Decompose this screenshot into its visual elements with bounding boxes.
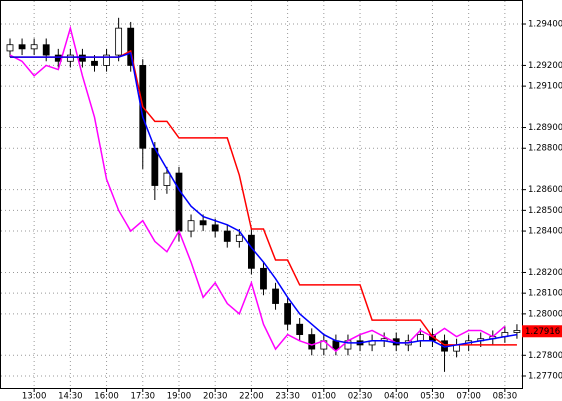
y-tick-label: 1.28500 [528,206,562,216]
candle-body [247,234,255,269]
y-tick-label: 1.28100 [528,289,562,299]
x-tick-label: 19:00 [167,392,192,401]
x-tick-label: 08:30 [493,392,518,401]
y-tick-label: 1.28200 [528,268,562,278]
candle-body [260,267,267,290]
candle-body [127,27,135,66]
candle-body [163,172,171,186]
candle-body [235,234,243,242]
y-tick-label: 1.28400 [528,227,562,237]
candle-body [272,288,279,304]
last-price-label: 1.27916 [525,327,560,337]
x-tick-label: 20:30 [203,392,228,401]
candle-body [296,323,304,335]
plot-frame [0,0,523,389]
y-tick-label: 1.28600 [528,185,562,195]
candle-body [211,224,219,232]
y-tick-label: 1.27800 [528,351,562,361]
indicator-line [10,52,518,348]
candle-body [223,230,231,242]
y-tick-label: 1.28800 [528,144,562,154]
candle-body [187,220,195,232]
x-tick-label: 22:00 [239,392,264,401]
candle-body [42,44,50,56]
candle-body [308,334,316,350]
x-tick-label: 13:00 [22,392,47,401]
x-tick-label: 14:30 [58,392,83,401]
candle-body [175,172,183,232]
y-tick-label: 1.28000 [528,309,562,319]
candle-body [79,54,86,62]
candle-body [66,54,74,62]
candle-body [199,220,207,226]
candle-body [30,44,38,50]
candle-body [115,27,123,56]
indicator-line [9,25,506,353]
x-tick-label: 05:30 [420,392,445,401]
x-tick-label: 01:00 [312,392,337,401]
y-tick-label: 1.27700 [528,371,562,381]
candle-body [18,44,26,50]
candle-body [284,303,292,325]
x-tick-label: 07:00 [456,392,481,401]
candle-body [513,330,521,333]
x-tick-label: 23:30 [275,392,300,401]
x-tick-label: 04:00 [384,392,409,401]
candle-body [151,147,159,186]
x-tick-label: 17:30 [131,392,156,401]
x-tick-label: 02:30 [348,392,373,401]
candle-body [103,54,110,66]
candle-body [91,60,98,66]
candle-body [416,334,424,342]
y-tick-label: 1.29100 [528,82,562,92]
y-tick-label: 1.29400 [528,20,562,30]
y-tick-label: 1.29200 [528,61,562,71]
y-tick-label: 1.28900 [528,123,562,133]
x-tick-label: 16:00 [94,392,119,401]
candle-body [332,340,340,350]
candle-body [6,44,14,52]
last-price-box [522,325,562,338]
